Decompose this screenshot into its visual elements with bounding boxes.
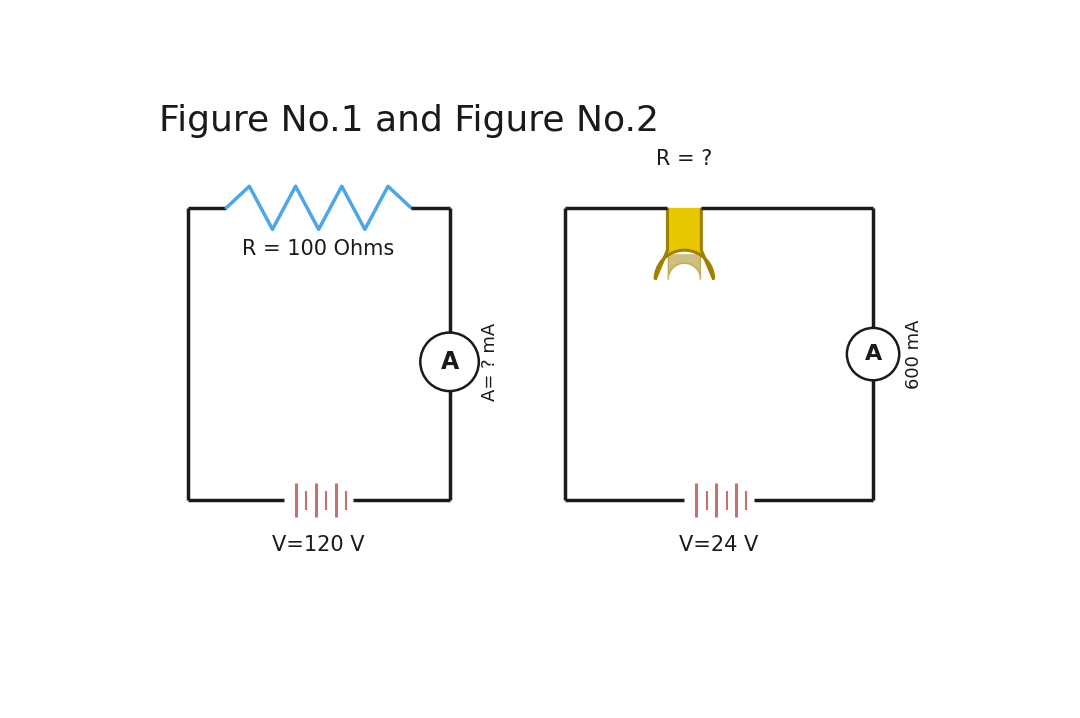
Text: V=24 V: V=24 V	[679, 535, 758, 555]
Text: A: A	[864, 344, 881, 364]
Text: A: A	[441, 350, 459, 374]
Text: R = ?: R = ?	[657, 149, 713, 169]
Circle shape	[847, 328, 900, 381]
Polygon shape	[656, 208, 714, 279]
Text: V=120 V: V=120 V	[272, 535, 365, 555]
Polygon shape	[669, 254, 701, 279]
Text: 600 mA: 600 mA	[905, 320, 923, 389]
Circle shape	[420, 332, 478, 391]
Text: R = 100 Ohms: R = 100 Ohms	[242, 238, 394, 258]
Text: A= ? mA: A= ? mA	[481, 322, 499, 401]
Text: Figure No.1 and Figure No.2: Figure No.1 and Figure No.2	[159, 104, 659, 138]
